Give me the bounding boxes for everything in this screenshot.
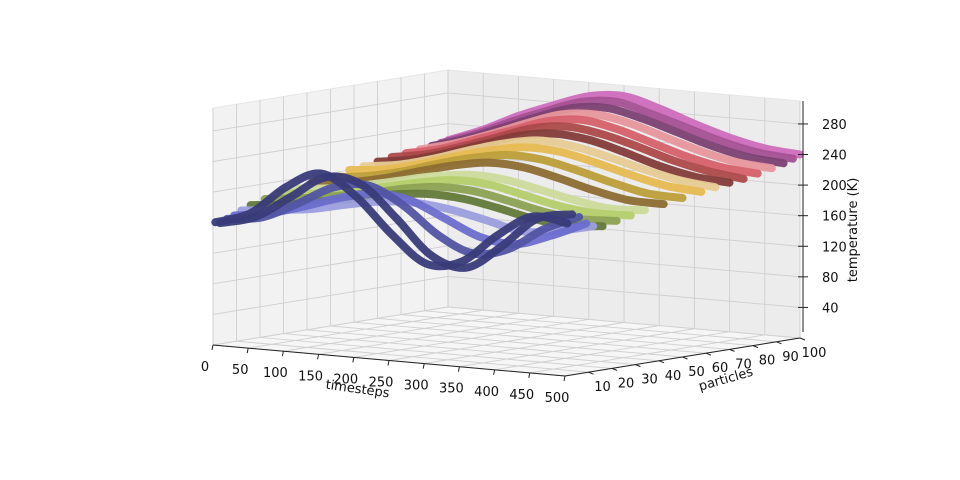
x-tick-label: 200 [333, 372, 358, 387]
grid-line-y [353, 85, 707, 354]
x-tick [281, 351, 284, 357]
z-tick-label: 120 [822, 240, 847, 255]
grid-line-z [212, 214, 801, 254]
series-line-particle-1 [211, 169, 572, 271]
y-tick-label: 80 [759, 354, 776, 369]
series-line-particle-3 [216, 172, 577, 272]
x-tick-label: 350 [439, 382, 464, 397]
tick-marks [211, 101, 808, 382]
z-tick-label: 240 [822, 149, 847, 164]
y-tick-label: 100 [802, 346, 827, 361]
x-tick-label: 400 [474, 385, 499, 400]
y-tick-label: 50 [688, 365, 705, 380]
x-tick-label: 250 [369, 376, 394, 391]
x-tick-label: 0 [201, 360, 209, 375]
grid-line-y [283, 96, 636, 366]
x-tick [563, 375, 566, 382]
y-tick [752, 345, 759, 349]
y-tick-label: 20 [618, 376, 635, 391]
z-tick-label: 280 [822, 118, 847, 133]
x-tick-label: 100 [263, 366, 288, 381]
y-tick [635, 364, 641, 368]
x-tick [422, 363, 425, 369]
x-tick [457, 366, 460, 372]
y-tick [776, 341, 782, 345]
series-line-particle-6 [223, 180, 584, 259]
y-tick [799, 337, 806, 341]
y-tick-label: 60 [712, 361, 729, 376]
y-tick [588, 371, 594, 375]
x-tick-label: 300 [404, 379, 429, 394]
x-tick-label: 500 [545, 391, 570, 406]
x-tick [246, 348, 249, 354]
y-tick-label: 70 [735, 357, 752, 372]
series-line-particle-42 [307, 158, 668, 209]
x-tick [317, 354, 320, 360]
grid-line-z [212, 275, 801, 315]
z-tick-label: 40 [822, 301, 839, 316]
y-tick-label: 40 [665, 369, 682, 384]
x-tick [528, 372, 531, 378]
z-tick-label: 200 [822, 179, 847, 194]
x-tick [387, 360, 390, 366]
y-tick [729, 348, 735, 352]
x-tick-label: 450 [509, 388, 534, 403]
y-tick [658, 360, 665, 364]
series-lines [211, 90, 804, 272]
x-tick-label: 50 [232, 363, 249, 378]
y-tick-label: 10 [594, 380, 611, 395]
x-tick-label: 150 [298, 369, 323, 384]
x-tick [211, 344, 214, 351]
grid-line-z [212, 92, 801, 132]
z-tick-label: 80 [822, 271, 839, 286]
grid-line-y [330, 89, 683, 358]
tick-labels: 0 50 100 150 200 250 300 350 400 450 500 10 20 30 40 50… [201, 118, 847, 406]
y-tick-label: 90 [782, 350, 799, 365]
x-tick [493, 369, 496, 375]
y-tick [705, 352, 712, 356]
y-tick [682, 356, 688, 360]
grid-line-y [259, 100, 613, 369]
z-axis-label: temperature (K) [846, 178, 861, 283]
z-tick-label: 160 [822, 210, 847, 225]
y-tick [611, 367, 618, 371]
x-tick [352, 357, 355, 363]
grid-line-y [236, 104, 589, 373]
y-tick-label: 30 [641, 373, 658, 388]
